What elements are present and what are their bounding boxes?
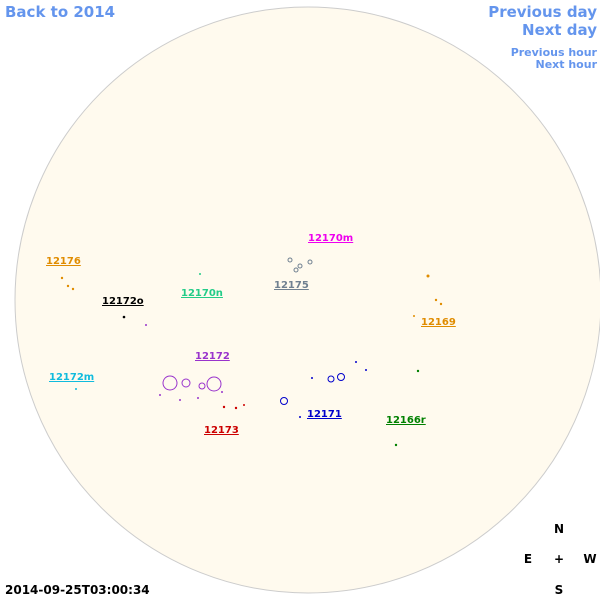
nav-link[interactable]: Previous day [488, 3, 597, 21]
timestamp: 2014-09-25T03:00:34 [5, 583, 150, 597]
compass-label: + [554, 552, 564, 566]
region-label[interactable]: 12171 [307, 409, 342, 420]
compass-label: W [583, 552, 596, 566]
solar-disk [14, 6, 600, 594]
region-label[interactable]: 12169 [421, 317, 456, 328]
region-label[interactable]: 12172m [49, 372, 94, 383]
nav-link[interactable]: Back to 2014 [5, 3, 115, 21]
region-label[interactable]: 12170m [308, 233, 353, 244]
region-label[interactable]: 12176 [46, 256, 81, 267]
region-label[interactable]: 12166r [386, 415, 426, 426]
compass-label: E [524, 552, 532, 566]
nav-link[interactable]: Next hour [536, 58, 598, 71]
compass-label: S [555, 583, 564, 597]
region-label[interactable]: 12173 [204, 425, 239, 436]
region-label[interactable]: 12170n [181, 288, 223, 299]
nav-link[interactable]: Next day [522, 21, 597, 39]
nav-link[interactable]: Previous hour [511, 46, 598, 59]
region-label[interactable]: 12175 [274, 280, 309, 291]
compass-label: N [554, 522, 564, 536]
region-label[interactable]: 12172o [102, 296, 144, 307]
region-label[interactable]: 12172 [195, 351, 230, 362]
sunspots [60, 257, 443, 447]
